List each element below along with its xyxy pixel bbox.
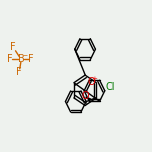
Text: B: B (18, 54, 25, 64)
Text: F: F (10, 42, 16, 52)
Text: −: − (22, 53, 27, 58)
Text: O: O (88, 77, 95, 87)
Text: F: F (16, 67, 21, 77)
Text: F: F (7, 54, 13, 64)
Text: F: F (28, 54, 34, 64)
Text: Cl: Cl (105, 82, 115, 92)
Text: +: + (92, 76, 97, 83)
Text: O: O (81, 91, 89, 101)
